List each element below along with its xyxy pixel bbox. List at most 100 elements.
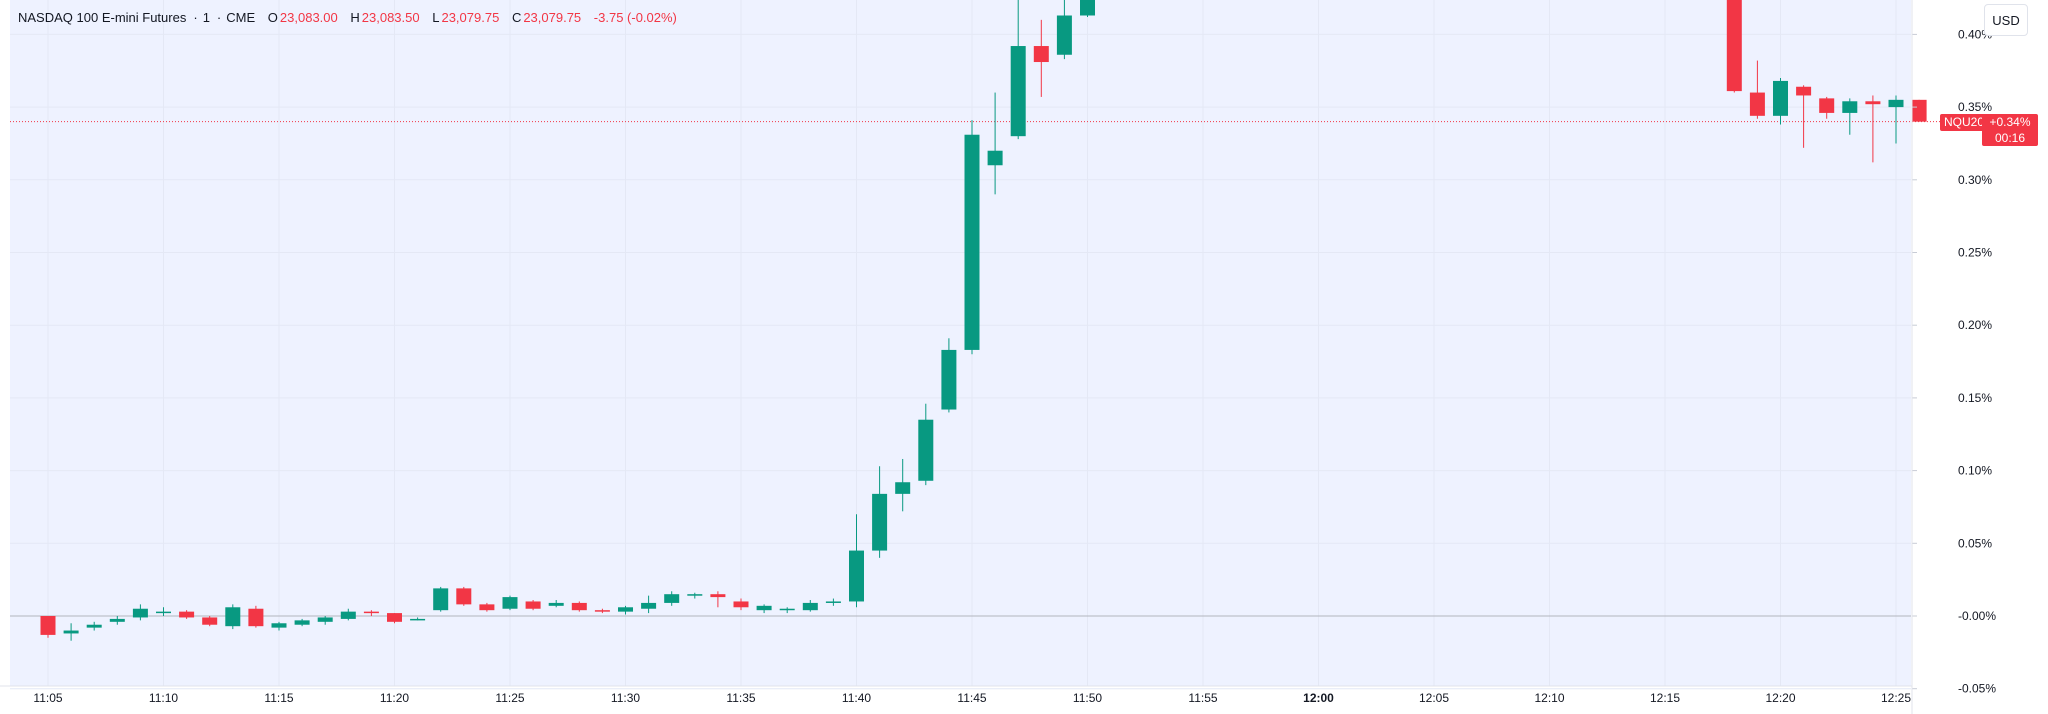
candle[interactable] bbox=[964, 120, 980, 355]
candle-body bbox=[641, 602, 657, 609]
candle[interactable] bbox=[849, 514, 864, 608]
candle-body bbox=[1726, 0, 1742, 92]
y-tick-label: -0.05% bbox=[1958, 682, 1996, 696]
currency-button[interactable]: USD bbox=[1984, 4, 2028, 36]
candle[interactable] bbox=[687, 592, 703, 599]
candle[interactable] bbox=[179, 610, 195, 619]
candle[interactable] bbox=[756, 604, 772, 614]
candle-body bbox=[941, 349, 957, 410]
candle[interactable] bbox=[548, 600, 564, 608]
candle[interactable] bbox=[294, 618, 310, 627]
candle[interactable] bbox=[1080, 0, 1095, 17]
x-tick-label: 12:05 bbox=[1419, 691, 1449, 705]
candle[interactable] bbox=[1773, 78, 1788, 125]
x-tick-label: 11:50 bbox=[1073, 691, 1102, 705]
candle[interactable] bbox=[1056, 0, 1072, 60]
candle[interactable] bbox=[641, 595, 657, 614]
candle[interactable] bbox=[456, 586, 472, 606]
open-value: 23,083.00 bbox=[279, 10, 338, 25]
candle[interactable] bbox=[387, 613, 402, 624]
x-tick-label: 11:10 bbox=[149, 691, 178, 705]
candle[interactable] bbox=[1749, 60, 1765, 119]
candle-body bbox=[271, 623, 287, 628]
candle[interactable] bbox=[710, 591, 726, 608]
candle-body bbox=[433, 588, 449, 611]
candle[interactable] bbox=[109, 616, 125, 625]
candle[interactable] bbox=[872, 466, 888, 558]
x-tick-label: 11:40 bbox=[842, 691, 871, 705]
symbol-title[interactable]: NASDAQ 100 E-mini Futures bbox=[18, 10, 187, 25]
separator-dot: · bbox=[216, 10, 222, 25]
candle[interactable] bbox=[1842, 98, 1858, 135]
candle-body bbox=[363, 611, 379, 614]
candle-body bbox=[1773, 80, 1788, 116]
candle-body bbox=[710, 594, 726, 598]
candle[interactable] bbox=[248, 605, 264, 628]
candle-body bbox=[317, 617, 333, 622]
candle[interactable] bbox=[479, 602, 495, 612]
candle[interactable] bbox=[1033, 19, 1049, 97]
candle[interactable] bbox=[664, 591, 680, 606]
interval-label[interactable]: 1 bbox=[202, 10, 210, 25]
y-tick-label: 0.30% bbox=[1958, 173, 1992, 187]
y-tick-label: 0.35% bbox=[1958, 100, 1992, 114]
candle-body bbox=[895, 482, 911, 494]
y-tick-label: -0.00% bbox=[1958, 609, 1996, 623]
candle[interactable] bbox=[618, 605, 633, 615]
candle[interactable] bbox=[918, 403, 934, 486]
candle[interactable] bbox=[317, 616, 333, 625]
close-value: 23,079.75 bbox=[523, 10, 582, 25]
candle[interactable] bbox=[363, 610, 379, 616]
candle[interactable] bbox=[1010, 0, 1026, 140]
candle[interactable] bbox=[433, 586, 449, 612]
candle[interactable] bbox=[525, 600, 541, 611]
candle[interactable] bbox=[1911, 99, 1927, 122]
candle[interactable] bbox=[63, 623, 79, 641]
candle[interactable] bbox=[1888, 95, 1904, 144]
symbol-header: NASDAQ 100 E-mini Futures · 1 · CME O 23,083.… bbox=[18, 10, 679, 25]
close-key: C bbox=[511, 10, 522, 25]
candle[interactable] bbox=[132, 604, 148, 621]
high-value: 23,083.50 bbox=[361, 10, 420, 25]
candle-body bbox=[109, 618, 125, 622]
candle[interactable] bbox=[410, 617, 426, 621]
y-tick-label: 0.25% bbox=[1958, 246, 1992, 260]
candle[interactable] bbox=[225, 604, 241, 630]
candle[interactable] bbox=[340, 608, 356, 621]
candle[interactable] bbox=[1726, 0, 1742, 93]
candle[interactable] bbox=[1865, 95, 1881, 163]
candle-body bbox=[502, 597, 518, 609]
candle[interactable] bbox=[733, 598, 749, 611]
candle-body bbox=[548, 602, 564, 606]
candle-body bbox=[1010, 46, 1026, 137]
exchange-label: CME bbox=[226, 10, 256, 25]
candle[interactable] bbox=[779, 607, 795, 614]
candle[interactable] bbox=[202, 616, 218, 627]
candle[interactable] bbox=[987, 92, 1003, 195]
candle[interactable] bbox=[1819, 96, 1835, 119]
candle[interactable] bbox=[156, 607, 171, 616]
candle[interactable] bbox=[941, 338, 957, 413]
candle[interactable] bbox=[271, 621, 287, 631]
x-tick-label: 12:25 bbox=[1881, 691, 1911, 705]
candle[interactable] bbox=[86, 621, 102, 631]
high-key: H bbox=[350, 10, 360, 25]
x-tick-label: 12:20 bbox=[1765, 691, 1795, 705]
candle-body bbox=[479, 604, 495, 611]
candle-body bbox=[1796, 86, 1812, 96]
separator-dot: · bbox=[193, 10, 198, 25]
candle[interactable] bbox=[571, 601, 587, 612]
y-tick-label: 0.40% bbox=[1958, 27, 1992, 41]
x-tick-label: 11:55 bbox=[1188, 691, 1217, 705]
candle[interactable] bbox=[40, 616, 56, 638]
candle[interactable] bbox=[502, 595, 518, 611]
candle[interactable] bbox=[802, 600, 818, 612]
candle[interactable] bbox=[825, 598, 841, 606]
candle[interactable] bbox=[594, 608, 610, 614]
candle[interactable] bbox=[1796, 85, 1812, 148]
candle[interactable] bbox=[895, 458, 911, 512]
candles[interactable] bbox=[40, 0, 1927, 641]
candle-body bbox=[987, 150, 1003, 166]
y-tick-label: 0.10% bbox=[1958, 464, 1992, 478]
